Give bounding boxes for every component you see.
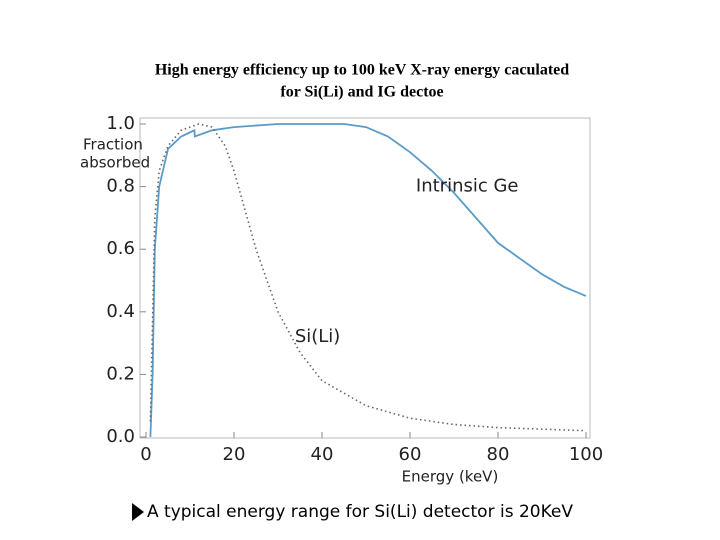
y-tick-label: 0.4: [106, 301, 135, 322]
bullet-arrow: [132, 503, 144, 521]
title-line: for Si(Li) and IG dectoe: [280, 84, 443, 101]
y-tick-label: 0.8: [106, 176, 135, 197]
series-line: [149, 123, 587, 438]
y-label: Fraction: [83, 136, 143, 154]
x-tick-label: 20: [223, 444, 246, 465]
note: A typical energy range for Si(Li) detect…: [147, 502, 573, 522]
y-tick-label: 1.0: [106, 113, 135, 134]
x-label: Energy (keV): [402, 468, 499, 486]
annotation: Intrinsic Ge: [416, 176, 519, 197]
y-tick-label: 0.2: [106, 363, 135, 384]
annotation: Si(Li): [295, 326, 341, 347]
x-tick-label: 60: [399, 444, 422, 465]
x-tick-label: 80: [487, 444, 510, 465]
x-tick-label: 40: [311, 444, 334, 465]
y-tick-label: 0.0: [106, 426, 135, 447]
x-tick-label: 100: [569, 444, 603, 465]
x-tick-label: 0: [140, 444, 151, 465]
series-line: [149, 123, 587, 432]
y-tick-label: 0.6: [106, 238, 135, 259]
plot-frame: [139, 117, 591, 439]
y-label: absorbed: [80, 154, 150, 172]
title-line: High energy efficiency up to 100 keV X-r…: [155, 62, 569, 79]
